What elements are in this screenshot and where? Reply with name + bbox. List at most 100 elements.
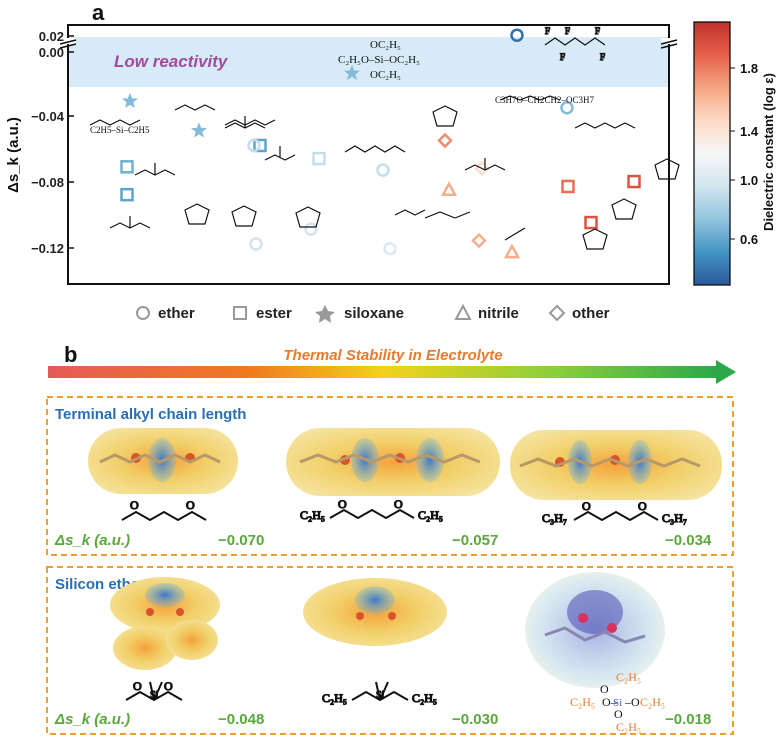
ether-c3-formula: C3H7O–CH2CH2–OC3H7 [495,95,595,105]
colorbar-tick-label: 1.0 [740,173,758,188]
esp-surface [110,577,220,670]
data-point-ether [247,138,261,153]
data-point-ester [120,187,134,202]
y-axis: 0.02 0.00 −0.04 −0.08 −0.12 Δs_k (a.u.) [5,29,74,256]
data-point-siloxane [343,64,361,81]
siloxane-formula: OC₂H₅ C₂H₅O–Si–OC₂H₅ OC₂H₅ [338,39,420,81]
colorbar [693,21,731,286]
data-point-ester [627,174,641,189]
legend-square-icon [233,306,247,320]
colorbar-title: Dielectric constant (log ε) [761,73,776,231]
svg-text:O: O [600,682,609,696]
arrow-title: Thermal Stability in Electrolyte [283,347,502,364]
ds-value: −0.070 [218,532,264,549]
svg-text:C₂H₅: C₂H₅ [300,508,325,522]
svg-text:F: F [560,52,565,62]
legend-circle-icon [136,306,150,320]
esp-surface [510,430,722,500]
axis-break-left [59,38,77,49]
ds-value: −0.030 [452,711,498,728]
y-tick-label: −0.04 [31,109,65,124]
legend-label: nitrile [478,305,519,322]
colorbar-tick-label: 0.6 [740,232,758,247]
structure-dimethoxy-silane: O O Si [125,678,183,702]
svg-text:C₂H₅: C₂H₅ [570,695,595,709]
svg-text:C₃H₇: C₃H₇ [662,511,687,525]
data-point-ether [304,222,318,236]
molecule-sketches: F F F F F [89,25,680,250]
svg-text:C₂H₅: C₂H₅ [418,508,443,522]
svg-text:C₂H₅: C₂H₅ [322,691,347,705]
data-point-siloxane [121,92,139,109]
y-tick-label: 0.02 [39,29,64,44]
data-point-ether [383,242,397,256]
y-tick-label: −0.08 [31,175,64,190]
svg-text:C₃H₇: C₃H₇ [542,511,567,525]
legend: ether ester siloxane nitrile other [136,303,610,323]
svg-text:C₂H₅: C₂H₅ [616,670,641,684]
esp-surface [88,428,238,494]
data-point-nitrile [503,243,521,259]
ds-value: −0.048 [218,711,264,728]
legend-star-icon [315,305,335,323]
svg-text:O: O [338,497,347,511]
colorbar-tick-label: 1.4 [740,124,759,139]
data-point-ether [560,101,574,115]
box-terminal-alkyl-title: Terminal alkyl chain length [55,406,246,423]
siloxane-c2-formula: C2H5–Si–C2H5 [90,125,150,135]
data-point-ester [584,215,598,230]
colorbar-tick-label: 1.8 [740,61,758,76]
svg-text:C₂H₅: C₂H₅ [412,691,437,705]
svg-text:C₂H₅: C₂H₅ [616,720,641,734]
legend-label: ether [158,305,195,322]
svg-text:–O: –O [624,695,640,709]
svg-text:OC₂H₅: OC₂H₅ [370,39,401,51]
ds-value: −0.057 [452,532,498,549]
box-silicon-ether [46,566,734,735]
svg-text:Si: Si [613,697,622,709]
data-point-ester [561,179,575,194]
y-tick-label: 0.00 [39,45,64,60]
svg-text:Si: Si [150,690,159,701]
data-markers [120,28,641,259]
data-point-ester [120,160,134,174]
colorbar-ticks: 1.8 1.4 1.0 0.6 [730,61,759,247]
svg-text:F: F [545,26,550,36]
svg-text:OC₂H₅: OC₂H₅ [370,69,401,81]
legend-triangle-icon [454,303,472,320]
svg-text:O: O [130,498,139,512]
ds-label: Δs_k (a.u.) [54,711,130,728]
svg-text:F: F [595,26,600,36]
y-axis-title: Δs_k (a.u.) [5,117,22,193]
svg-text:O: O [638,499,647,513]
low-reactivity-band [69,37,668,87]
esp-surface [303,578,447,646]
box-terminal-alkyl [46,396,734,556]
panel-b-letter: b [64,342,77,367]
legend-label: ester [256,305,292,322]
svg-text:C₂H₅: C₂H₅ [640,695,665,709]
ds-value: −0.018 [665,711,711,728]
legend-label: other [572,305,610,322]
data-point-nitrile [440,181,458,197]
data-point-ester [253,138,267,153]
data-point-ether [376,163,390,177]
legend-label: siloxane [344,305,404,322]
structure-c2-ether: C₂H₅ O O C₂H₅ [299,496,443,522]
ds-label: Δs_k (a.u.) [54,532,130,549]
structure-diethoxy-silane: C₂H₅ Si C₂H₅ [321,681,438,706]
svg-text:O–: O– [602,695,618,709]
data-point-ether [249,237,263,251]
structure-c3-ether: C₃H₇ O O C₃H₇ [541,498,687,525]
svg-text:C₂H₅O–Si–OC₂H₅: C₂H₅O–Si–OC₂H₅ [338,54,420,66]
data-point-ether [510,28,524,42]
data-point-siloxane [190,122,208,138]
svg-text:Si: Si [376,690,385,701]
data-point-ester [312,151,326,166]
svg-text:O: O [164,679,173,693]
structure-teos: C₂H₅ O C₂H₅ O– Si –O C₂H₅ O C₂H₅ [570,670,665,734]
plot-frame [67,24,670,285]
low-reactivity-label: Low reactivity [114,52,229,71]
